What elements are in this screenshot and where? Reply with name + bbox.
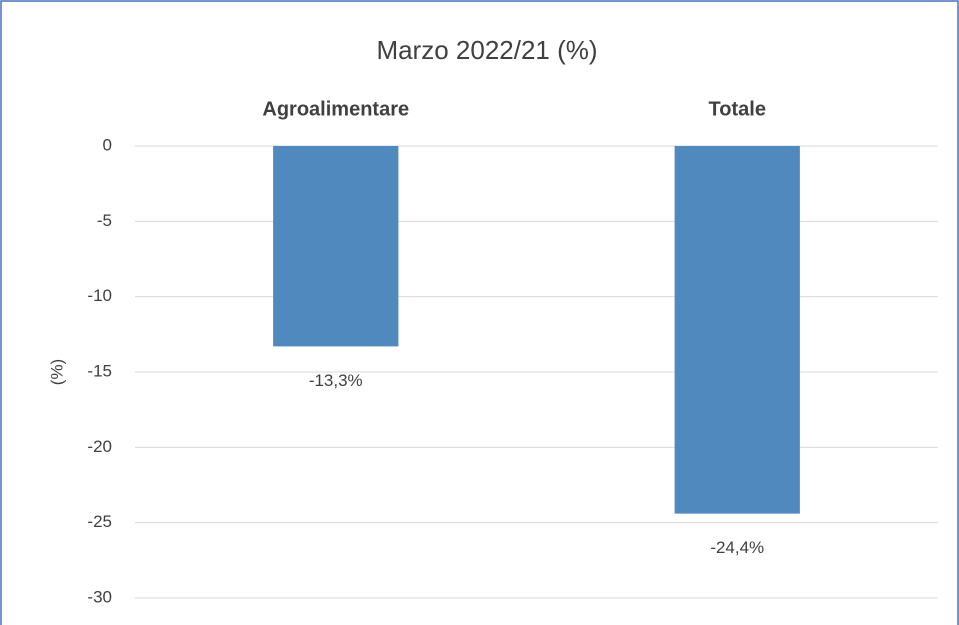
y-tick-label: -20 — [87, 437, 112, 456]
chart-title: Marzo 2022/21 (%) — [376, 35, 597, 65]
y-tick-label: -25 — [87, 512, 112, 531]
y-tick-label: -5 — [97, 211, 112, 230]
data-label: -13,3% — [309, 371, 363, 390]
bar — [674, 146, 800, 514]
category-label: Totale — [709, 98, 766, 120]
category-label: Agroalimentare — [262, 98, 409, 120]
y-tick-label: -10 — [87, 286, 112, 305]
y-tick-label: -30 — [87, 587, 112, 606]
bar — [273, 146, 399, 347]
y-axis-label: (%) — [47, 359, 66, 385]
y-tick-label: -15 — [87, 361, 112, 380]
data-label: -24,4% — [710, 538, 764, 557]
y-tick-label: 0 — [103, 135, 112, 154]
